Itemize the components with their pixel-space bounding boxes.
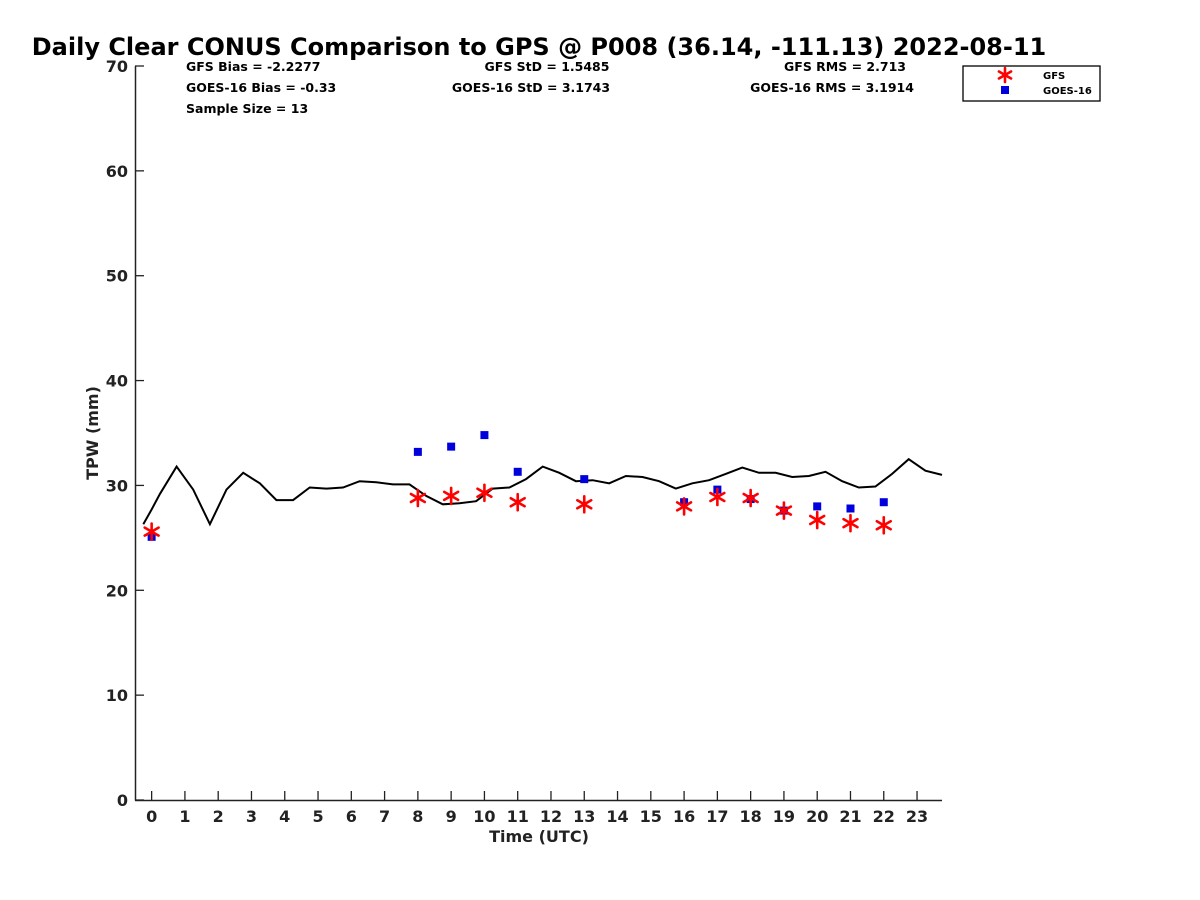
legend-goes-marker xyxy=(1001,86,1009,94)
legend-gfs-asterisk xyxy=(997,66,1013,84)
x-tick-label: 21 xyxy=(839,807,861,826)
goes16-point xyxy=(513,467,522,476)
x-tick-label: 14 xyxy=(606,807,628,826)
legend-gfs-marker xyxy=(997,66,1013,84)
x-tick-label: 3 xyxy=(246,807,257,826)
x-tick-label: 13 xyxy=(573,807,595,826)
stat-goes-bias: GOES-16 Bias = -0.33 xyxy=(186,80,336,95)
x-tick-label: 4 xyxy=(279,807,290,826)
goes16-point xyxy=(813,502,822,511)
x-tick-label: 1 xyxy=(179,807,190,826)
y-tick-label: 30 xyxy=(106,476,128,495)
x-axis-label: Time (UTC) xyxy=(489,827,589,846)
gfs-point xyxy=(576,495,593,514)
goes16-point xyxy=(580,475,589,484)
y-tick-label: 60 xyxy=(106,162,128,181)
series-layer xyxy=(142,431,943,541)
gfs-point xyxy=(709,487,726,507)
x-tick-label: 22 xyxy=(873,807,895,826)
stat-gfs-rms: GFS RMS = 2.713 xyxy=(784,59,906,74)
gps-series-line xyxy=(142,457,943,527)
gfs-point xyxy=(143,522,160,541)
y-tick-label: 50 xyxy=(106,267,128,286)
y-tick-label: 20 xyxy=(106,581,128,600)
y-ticks: 0 10 20 30 40 50 60 70 xyxy=(106,57,144,810)
stat-sample-size: Sample Size = 13 xyxy=(186,101,308,116)
y-tick-label: 40 xyxy=(106,372,128,391)
x-tick-label: 2 xyxy=(213,807,224,826)
x-tick-label: 10 xyxy=(473,807,495,826)
stat-gfs-std: GFS StD = 1.5485 xyxy=(485,59,610,74)
gfs-point xyxy=(409,488,427,508)
legend: GFS GOES-16 xyxy=(962,65,1101,102)
x-tick-label: 7 xyxy=(379,807,390,826)
stat-gfs-bias: GFS Bias = -2.2277 xyxy=(186,59,320,74)
x-tick-label: 6 xyxy=(346,807,357,826)
x-tick-label: 0 xyxy=(146,807,157,826)
x-tick-label: 18 xyxy=(740,807,762,826)
goes16-point xyxy=(480,431,489,440)
chart-title: Daily Clear CONUS Comparison to GPS @ P0… xyxy=(32,33,1046,61)
stat-goes-std: GOES-16 StD = 3.1743 xyxy=(452,80,610,95)
x-ticks: 0 1 2 3 4 5 6 7 8 9 10 11 12 13 14 15 16 17 18 19 20 21 22 23 xyxy=(146,791,928,826)
gfs-point xyxy=(808,510,826,530)
x-tick-label: 5 xyxy=(312,807,323,826)
legend-gfs-label: GFS xyxy=(1043,71,1065,82)
legend-goes-label: GOES-16 xyxy=(1043,86,1092,97)
y-tick-label: 70 xyxy=(106,57,128,76)
gfs-point xyxy=(442,486,460,506)
gfs-point xyxy=(775,501,793,520)
x-tick-label: 11 xyxy=(507,807,529,826)
goes16-point xyxy=(447,442,456,451)
goes16-point xyxy=(879,498,888,507)
x-tick-label: 9 xyxy=(446,807,457,826)
goes16-point xyxy=(846,504,855,513)
x-tick-label: 17 xyxy=(706,807,728,826)
gfs-point xyxy=(675,497,693,516)
stat-goes-rms: GOES-16 RMS = 3.1914 xyxy=(750,80,914,95)
x-tick-label: 8 xyxy=(412,807,423,826)
gfs-point xyxy=(875,515,892,535)
y-tick-label: 10 xyxy=(106,686,128,705)
goes16-point xyxy=(413,447,422,456)
gfs-point xyxy=(476,483,493,503)
x-tick-label: 19 xyxy=(773,807,795,826)
y-axis-label: TPW (mm) xyxy=(83,386,102,480)
x-tick-label: 15 xyxy=(640,807,662,826)
gfs-point xyxy=(742,488,759,508)
x-tick-label: 12 xyxy=(540,807,562,826)
y-tick-label: 0 xyxy=(117,791,128,810)
legend-box xyxy=(962,65,1101,102)
x-tick-label: 23 xyxy=(906,807,928,826)
x-tick-label: 16 xyxy=(673,807,695,826)
gfs-point xyxy=(509,492,526,512)
gfs-point xyxy=(842,513,859,533)
x-tick-label: 20 xyxy=(806,807,828,826)
